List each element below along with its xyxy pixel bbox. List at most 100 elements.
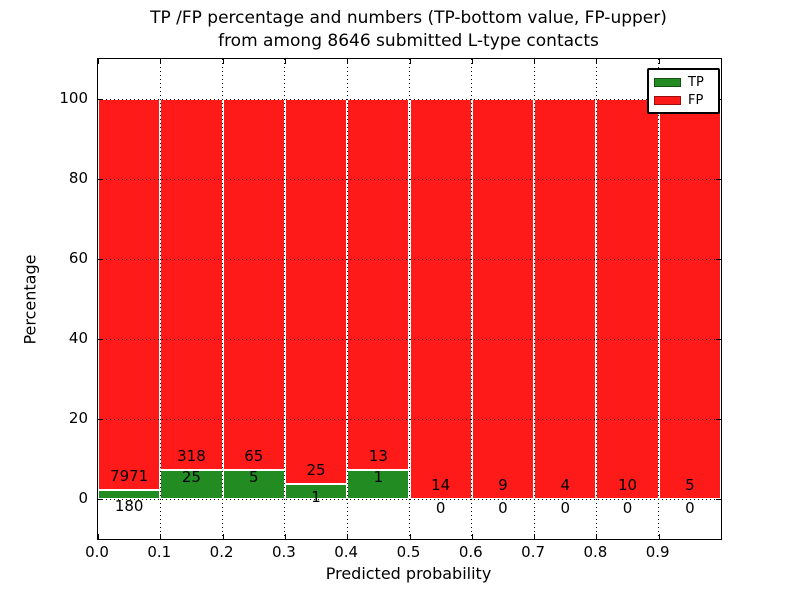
- x-tick-bottom: [534, 534, 536, 539]
- legend-row-fp: FP: [654, 93, 718, 107]
- x-tick-bottom: [471, 534, 473, 539]
- tp-count-label: 0: [622, 499, 633, 517]
- tp-count-label: 1: [311, 487, 321, 506]
- bar-segment-tp: [222, 470, 285, 499]
- fp-count-label: 10: [618, 476, 638, 494]
- gridline-horizontal: [98, 499, 721, 500]
- x-tick-label: 0.1: [147, 543, 172, 561]
- x-tick-label: 0.8: [583, 543, 608, 561]
- x-tick-top: [596, 59, 598, 64]
- tp-count-label: 180: [114, 497, 144, 516]
- x-tick-label: 0.9: [645, 543, 670, 561]
- tp-count-label: 0: [498, 499, 508, 517]
- gridline-horizontal: [98, 179, 721, 180]
- bar-segment-tp: [98, 490, 161, 499]
- x-axis-label: Predicted probability: [325, 564, 492, 583]
- fp-count-label: 65: [244, 447, 264, 466]
- bar-segment-fp: [534, 99, 597, 499]
- gridline-horizontal: [98, 339, 721, 340]
- gridline-vertical: [159, 59, 161, 539]
- y-tick-left: [98, 499, 103, 500]
- x-tick-top: [160, 59, 162, 64]
- fp-count-label: 318: [177, 446, 206, 465]
- bar-segment-fp: [160, 99, 223, 470]
- gridline-horizontal: [98, 259, 721, 260]
- fp-count-label: 25: [306, 460, 326, 479]
- y-tick-left: [98, 99, 103, 100]
- y-tick-label: 20: [68, 409, 88, 427]
- bar-segment-fp: [658, 99, 721, 499]
- fp-count-label: 9: [498, 476, 508, 494]
- x-tick-label: 0.4: [334, 543, 359, 561]
- x-tick-bottom: [284, 534, 286, 539]
- bar-segment-fp: [471, 99, 535, 499]
- fp-count-label: 5: [685, 476, 695, 494]
- legend: TP FP: [647, 68, 720, 114]
- bar-segment-fp: [409, 99, 472, 499]
- y-tick-left: [98, 179, 103, 180]
- fp-count-label: 4: [560, 476, 571, 494]
- chart-title-line2: from among 8646 submitted L-type contact…: [218, 31, 599, 51]
- tp-count-label: 0: [435, 499, 446, 517]
- gridline-vertical: [471, 59, 473, 539]
- tp-count-label: 25: [181, 467, 201, 486]
- y-tick-label: 0: [78, 489, 88, 507]
- y-axis-label: Percentage: [20, 254, 40, 345]
- x-tick-bottom: [98, 534, 99, 539]
- x-tick-top: [658, 59, 660, 64]
- legend-row-tp: TP: [654, 75, 718, 89]
- x-tick-top: [347, 59, 349, 64]
- x-tick-label: 0.6: [458, 543, 483, 561]
- x-tick-bottom: [222, 534, 224, 539]
- bar-segment-fp: [284, 99, 348, 484]
- gridline-vertical: [284, 59, 286, 539]
- y-tick-right: [716, 339, 721, 340]
- x-tick-label: 0.0: [85, 543, 109, 561]
- gridline-vertical: [409, 59, 410, 539]
- y-tick-label: 80: [68, 169, 88, 187]
- y-tick-label: 40: [68, 329, 88, 347]
- bar-segment-tp: [160, 469, 223, 499]
- x-tick-top: [409, 59, 411, 64]
- tp-count-label: 0: [560, 499, 571, 517]
- y-tick-left: [98, 339, 103, 340]
- bar-segment-fp: [596, 99, 659, 499]
- gridline-vertical: [595, 59, 597, 539]
- gridline-vertical: [658, 59, 660, 539]
- gridline-horizontal: [98, 99, 721, 100]
- y-tick-label: 100: [59, 89, 88, 107]
- x-tick-bottom: [658, 534, 660, 539]
- gridline-vertical: [346, 59, 348, 539]
- tp-count-label: 0: [685, 499, 695, 517]
- chart-title: TP /FP percentage and numbers (TP-bottom…: [97, 7, 720, 53]
- bar-segment-fp: [347, 99, 410, 471]
- y-tick-right: [716, 419, 721, 420]
- gridline-vertical: [222, 59, 224, 539]
- x-tick-bottom: [347, 534, 349, 539]
- bar-segment-tp: [284, 483, 348, 499]
- fp-count-label: 14: [431, 476, 451, 494]
- x-tick-top: [98, 59, 99, 64]
- gridline-vertical: [533, 59, 535, 539]
- x-tick-top: [284, 59, 286, 64]
- x-tick-top: [471, 59, 473, 64]
- legend-swatch-fp-icon: [654, 95, 681, 105]
- x-tick-bottom: [160, 534, 162, 539]
- x-tick-top: [534, 59, 536, 64]
- bar-segment-fp: [222, 99, 285, 471]
- plot-area: TP FP 7971 180 318 25 65 5 25 1 13 1 14 0 9 0 4 0 10 0 5 0: [97, 58, 722, 540]
- y-tick-right: [716, 499, 721, 500]
- tp-count-label: 5: [248, 468, 259, 487]
- legend-swatch-tp-icon: [654, 77, 681, 87]
- y-tick-left: [98, 259, 103, 260]
- y-tick-label: 60: [68, 249, 88, 267]
- tp-count-label: 1: [373, 468, 384, 487]
- y-tick-right: [716, 259, 721, 260]
- fp-count-label: 7971: [110, 467, 149, 486]
- x-tick-label: 0.7: [521, 543, 546, 561]
- chart-title-line1: TP /FP percentage and numbers (TP-bottom…: [150, 8, 667, 28]
- y-tick-right: [716, 179, 721, 180]
- x-tick-top: [222, 59, 224, 64]
- legend-label-tp: TP: [688, 74, 704, 90]
